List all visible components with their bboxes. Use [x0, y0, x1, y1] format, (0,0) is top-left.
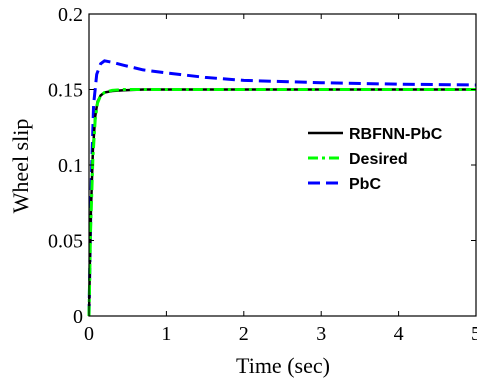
- legend: RBFNN-PbC Desired PbC: [308, 126, 443, 193]
- plot-background: [89, 14, 476, 316]
- y-tick-label: 0.1: [58, 155, 83, 177]
- y-tick-label: 0.2: [58, 4, 83, 26]
- y-tick-label: 0.05: [48, 231, 83, 253]
- series-layer: [87, 59, 477, 317]
- y-tick-label: 0.15: [48, 80, 83, 102]
- x-tick-label: 1: [161, 323, 171, 345]
- legend-label-desired: Desired: [349, 151, 408, 168]
- x-tick-label: 3: [316, 323, 326, 345]
- ticks-layer: 0 1 2 3 4 5 0 0.05 0.1 0.15 0.2: [48, 4, 477, 345]
- x-axis-label: Time (sec): [236, 353, 330, 378]
- y-axis-label: Wheel slip: [8, 119, 33, 214]
- y-tick-label: 0: [73, 306, 83, 328]
- x-tick-label: 5: [471, 323, 477, 345]
- plot-area: [89, 14, 476, 316]
- legend-label-pbc: PbC: [349, 176, 381, 193]
- x-tick-label: 0: [84, 323, 94, 345]
- legend-label-rbfnn-pbc: RBFNN-PbC: [349, 126, 443, 143]
- x-tick-label: 4: [394, 323, 404, 345]
- series-line-pbc: [87, 59, 477, 317]
- series-line-desired: [87, 88, 476, 317]
- x-tick-label: 2: [239, 323, 249, 345]
